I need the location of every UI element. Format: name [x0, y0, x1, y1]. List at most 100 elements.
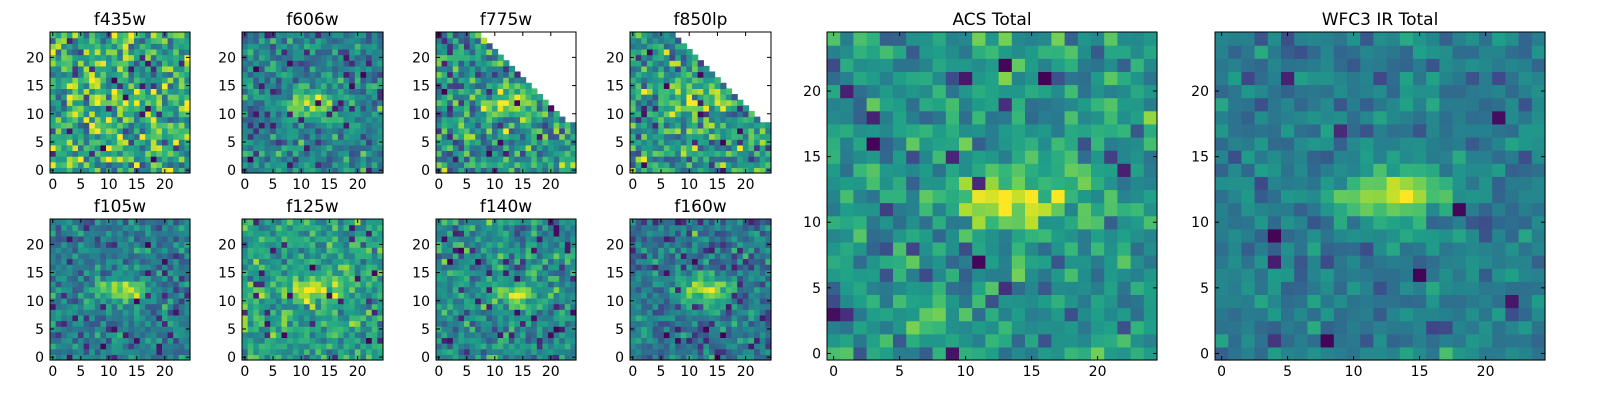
heatmap-cell: [167, 337, 174, 344]
heatmap-cell: [292, 48, 299, 56]
heatmap-cell: [139, 314, 146, 322]
heatmap-cell: [106, 258, 113, 265]
heatmap-cell: [253, 127, 260, 135]
heatmap-cell: [646, 230, 654, 237]
heatmap-cell: [184, 264, 191, 271]
heatmap-cell: [366, 343, 373, 350]
heatmap-cell: [270, 127, 277, 135]
heatmap-cell: [514, 264, 521, 271]
heatmap-cell: [641, 224, 648, 231]
y-tick-label: 10: [606, 107, 624, 123]
heatmap-cell: [553, 343, 560, 350]
y-tick-label: 0: [227, 350, 236, 366]
heatmap-cell: [765, 127, 772, 135]
heatmap-cell: [536, 99, 543, 106]
heatmap-cell: [452, 314, 459, 322]
heatmap-cell: [754, 258, 761, 265]
axes-frame: [435, 31, 577, 174]
heatmap-cell: [162, 286, 169, 293]
heatmap-cell: [264, 150, 271, 157]
heatmap-cell: [315, 88, 322, 95]
heatmap-cell: [542, 275, 549, 282]
heatmap-cell: [145, 139, 152, 146]
heatmap-cell: [737, 331, 744, 339]
heatmap-cell: [635, 82, 642, 89]
heatmap-cell: [349, 77, 356, 84]
y-tick-label: 15: [26, 79, 44, 95]
heatmap-cell: [117, 314, 124, 322]
heatmap-cell: [360, 258, 367, 265]
heatmap-cell: [156, 54, 163, 61]
heatmap-cell: [320, 105, 328, 112]
heatmap-cell: [106, 110, 113, 118]
heatmap-cell: [117, 167, 124, 174]
heatmap-cell: [178, 286, 185, 293]
heatmap-cell: [697, 65, 704, 73]
heatmap-cell: [89, 224, 96, 231]
heatmap-cell: [641, 230, 648, 237]
heatmap-cell: [326, 303, 333, 310]
heatmap-cell: [117, 297, 124, 305]
heatmap-cell: [242, 161, 249, 168]
heatmap-cell: [480, 99, 487, 106]
heatmap-cell: [720, 281, 727, 288]
heatmap-cell: [178, 264, 185, 271]
heatmap-cell: [669, 264, 676, 271]
heatmap-cell: [692, 348, 699, 355]
heatmap-cell: [275, 286, 283, 293]
heatmap-cell: [173, 303, 180, 310]
heatmap-cell: [326, 224, 333, 231]
heatmap-cell: [452, 127, 459, 135]
heatmap-cell: [564, 354, 571, 361]
heatmap-cell: [304, 127, 311, 135]
heatmap-cell: [247, 320, 254, 327]
heatmap-cell: [106, 139, 113, 146]
heatmap-cell: [128, 43, 135, 50]
heatmap-cell: [714, 82, 721, 89]
heatmap-cell: [714, 281, 721, 288]
heatmap-cell: [281, 144, 288, 152]
heatmap-cell: [436, 161, 443, 168]
heatmap-cell: [464, 139, 471, 146]
heatmap-cell: [162, 99, 169, 106]
heatmap-cell: [332, 309, 339, 316]
heatmap-cell: [264, 60, 271, 67]
heatmap-cell: [150, 116, 157, 123]
heatmap-cell: [122, 60, 129, 67]
heatmap-cell: [281, 292, 288, 299]
heatmap-cell: [531, 219, 538, 226]
heatmap-cell: [742, 320, 750, 327]
heatmap-cell: [742, 258, 750, 265]
heatmap-cell: [150, 343, 157, 350]
heatmap-cell: [343, 252, 350, 260]
heatmap-cell: [281, 343, 288, 350]
heatmap-cell: [553, 241, 560, 248]
heatmap-cell: [298, 331, 305, 339]
heatmap-cell: [452, 264, 459, 271]
heatmap-cell: [94, 32, 101, 39]
heatmap-cell: [1038, 346, 1052, 361]
heatmap-cell: [258, 303, 266, 310]
heatmap-cell: [469, 331, 476, 339]
heatmap-cell: [520, 235, 527, 243]
heatmap-cell: [464, 71, 471, 78]
heatmap-cell: [703, 286, 710, 293]
heatmap-cell: [492, 54, 499, 61]
heatmap-cell: [708, 77, 716, 84]
heatmap-cell: [508, 116, 515, 123]
heatmap-cell: [452, 309, 459, 316]
heatmap-cell: [464, 303, 471, 310]
heatmap-cell: [447, 37, 454, 44]
heatmap-cell: [680, 343, 687, 350]
heatmap-cell: [564, 326, 571, 333]
heatmap-cell: [564, 144, 571, 152]
heatmap-cell: [61, 235, 68, 243]
heatmap-cell: [173, 48, 180, 56]
heatmap-cell: [184, 320, 191, 327]
heatmap-cell: [759, 286, 766, 293]
heatmap-cell: [458, 297, 465, 305]
heatmap-cell: [708, 343, 716, 350]
heatmap-cell: [320, 48, 328, 56]
heatmap-cell: [692, 275, 699, 282]
heatmap-cell: [173, 127, 180, 135]
